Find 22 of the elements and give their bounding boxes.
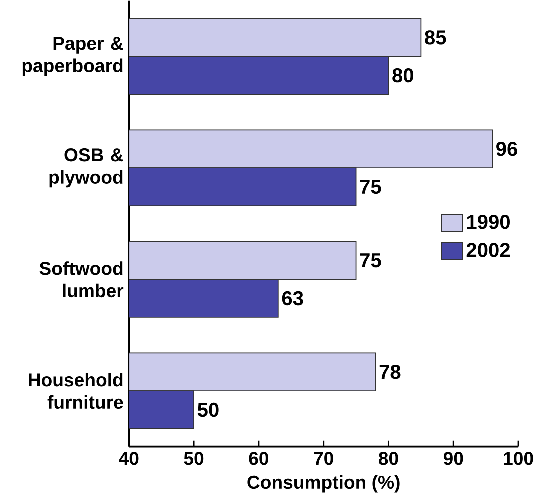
x-axis-title: Consumption (%) [248,476,400,493]
x-tick-label: 60 [249,452,269,466]
x-tick-label: 50 [184,452,204,466]
data-label: 96 [496,142,518,156]
data-label: 63 [282,292,304,306]
data-label: 75 [360,180,382,194]
data-label: 75 [360,254,382,268]
y-tick-label: Softwood lumber [40,262,124,298]
y-tick-label: OSB & plywood [50,148,124,188]
legend-label: 1990 [467,215,510,230]
x-tick-label: 40 [119,452,139,466]
x-tick-label: 100 [504,452,534,466]
data-label: 85 [425,30,446,45]
y-tick-label: Household furniture [29,373,124,410]
x-tick-label: 80 [378,452,398,466]
data-label: 80 [392,68,414,83]
y-tick-label: Paper & paperboard [22,37,124,76]
data-label: 78 [380,365,401,380]
x-tick-label: 70 [314,452,334,466]
x-tick-label: 90 [444,452,464,466]
data-label: 50 [198,403,219,418]
legend-label: 2002 [466,243,510,258]
